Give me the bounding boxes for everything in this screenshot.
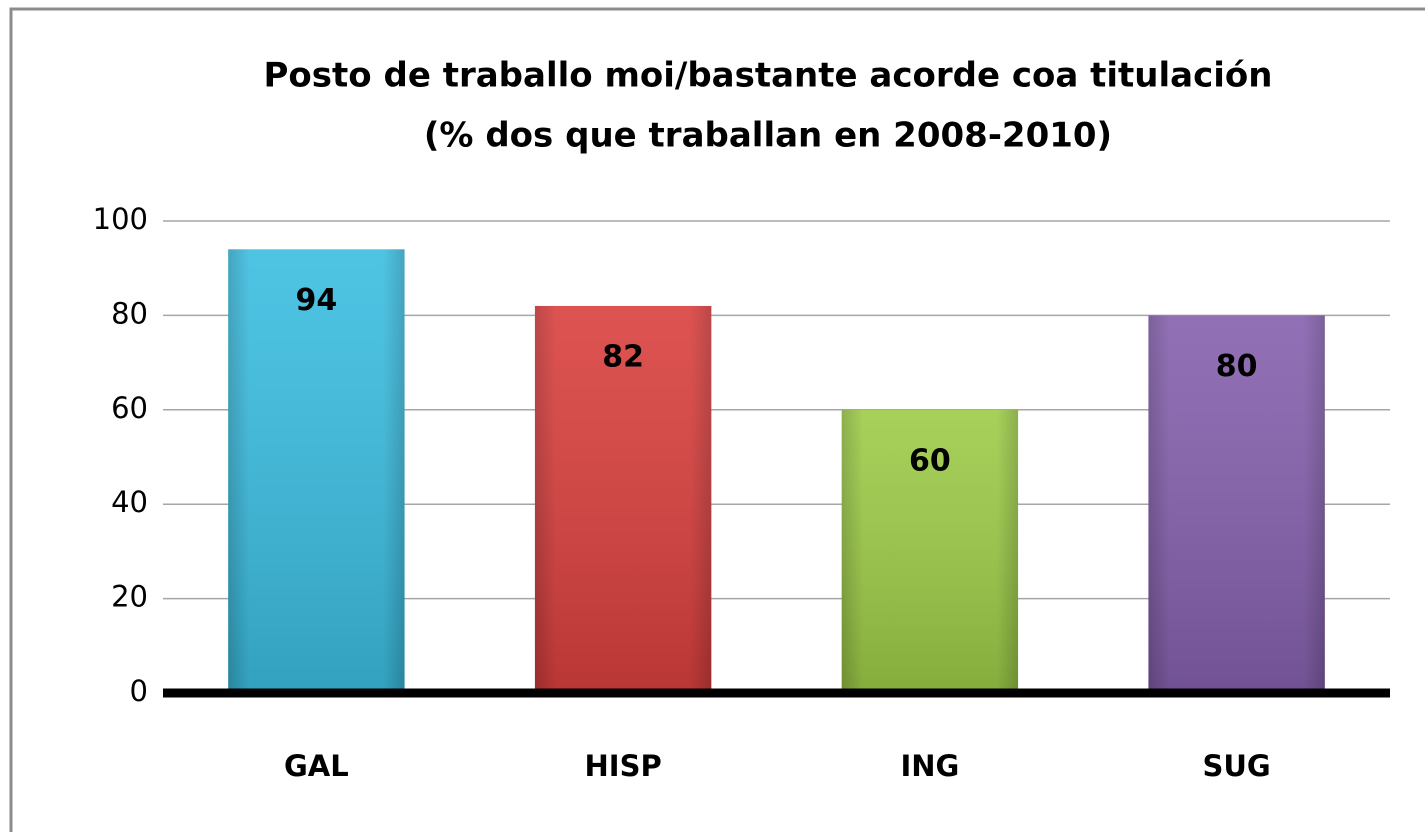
y-tick-label: 20 — [111, 580, 148, 614]
y-tick-label: 0 — [130, 674, 148, 708]
bar-shade — [534, 305, 712, 693]
x-tick-label: HISP — [585, 749, 662, 783]
x-tick-label: ING — [900, 749, 959, 783]
x-tick-label: GAL — [284, 749, 349, 783]
y-tick-label: 100 — [93, 202, 148, 236]
data-label: 60 — [909, 443, 951, 478]
chart-subtitle: (% dos que traballan en 2008-2010) — [424, 116, 1112, 156]
chart-title: Posto de traballo moi/bastante acorde co… — [264, 56, 1273, 96]
y-tick-label: 80 — [111, 296, 148, 330]
bar-shade — [841, 409, 1019, 693]
bar-shade — [228, 249, 405, 693]
y-tick-label: 40 — [111, 485, 148, 519]
y-tick-label: 60 — [111, 391, 148, 425]
x-tick-label: SUG — [1203, 749, 1271, 783]
data-label: 82 — [602, 339, 644, 374]
data-label: 94 — [296, 283, 338, 318]
bar-shade — [1148, 315, 1325, 693]
data-label: 80 — [1216, 349, 1258, 384]
